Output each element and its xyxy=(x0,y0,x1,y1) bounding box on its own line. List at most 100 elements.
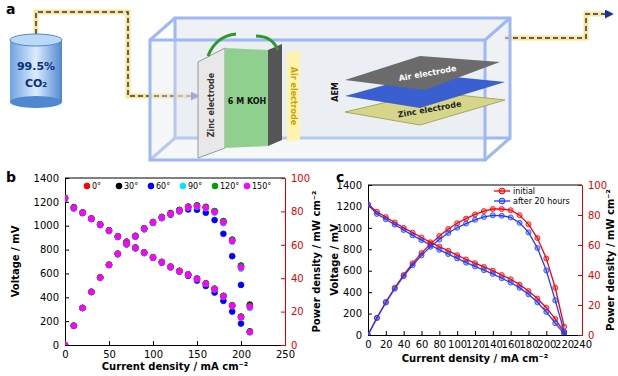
point xyxy=(97,221,103,227)
tick-mark xyxy=(153,341,154,345)
tick-mark xyxy=(65,321,69,322)
point xyxy=(150,254,156,260)
point xyxy=(97,222,103,228)
point xyxy=(168,264,174,270)
tick: 0 xyxy=(365,331,371,350)
point xyxy=(71,205,77,211)
tick: 1200 xyxy=(337,201,372,212)
chart: 0501001502002500200400600800100012001400… xyxy=(10,173,322,372)
point xyxy=(106,262,112,268)
point xyxy=(526,222,531,227)
point xyxy=(194,276,200,282)
point xyxy=(544,256,549,261)
legend-item: initial xyxy=(494,187,535,196)
point xyxy=(238,321,244,327)
point xyxy=(203,280,209,286)
point xyxy=(203,281,209,287)
tick-mark xyxy=(578,275,582,276)
point xyxy=(203,205,209,211)
legend-item: 150° xyxy=(244,182,271,191)
flow-line xyxy=(505,14,612,38)
point xyxy=(80,210,86,216)
tick: 800 xyxy=(40,244,69,255)
tick: 50 xyxy=(103,341,116,360)
point xyxy=(150,220,156,226)
point xyxy=(368,202,371,207)
tick-label: 220 xyxy=(555,339,574,350)
point xyxy=(194,276,200,282)
tick-mark xyxy=(546,331,547,335)
point xyxy=(481,209,486,214)
point xyxy=(71,206,77,212)
point xyxy=(194,203,200,209)
tick-label: 40 xyxy=(398,339,411,350)
point xyxy=(133,245,139,251)
tick-label: 100 xyxy=(291,173,310,184)
series-line xyxy=(368,209,564,335)
axis-line xyxy=(281,179,286,346)
point xyxy=(392,286,397,291)
point xyxy=(106,228,112,234)
point xyxy=(185,205,191,211)
tick-label: 0 xyxy=(53,340,59,351)
point xyxy=(106,228,112,234)
point xyxy=(80,209,86,215)
plot-area xyxy=(368,202,567,335)
point xyxy=(115,251,121,257)
point xyxy=(159,215,165,221)
point xyxy=(464,260,469,265)
point xyxy=(115,251,121,257)
point xyxy=(159,214,165,220)
diagram: 99.5%CO₂Zinc electrode6 M KOHAir electro… xyxy=(10,12,612,160)
point xyxy=(177,208,183,214)
point xyxy=(212,217,218,223)
box-edge xyxy=(485,138,510,160)
point xyxy=(383,300,388,305)
point xyxy=(80,305,86,311)
point xyxy=(89,215,95,221)
point xyxy=(89,289,95,295)
tick: 100 xyxy=(578,180,607,191)
point xyxy=(141,250,147,256)
plot-area xyxy=(65,195,253,345)
tick-mark xyxy=(281,178,285,179)
point xyxy=(80,210,86,216)
tick: 200 xyxy=(232,341,251,360)
point xyxy=(80,210,86,216)
tick: 40 xyxy=(281,273,304,284)
point xyxy=(212,210,218,216)
tick-mark xyxy=(65,226,69,227)
point xyxy=(150,255,156,261)
point xyxy=(229,253,235,259)
point xyxy=(159,215,165,221)
point xyxy=(229,303,235,309)
cell-label: Air electrode xyxy=(289,67,298,126)
point xyxy=(150,220,156,226)
cell-arc xyxy=(256,36,278,50)
legend-label: initial xyxy=(513,187,535,196)
tick: 40 xyxy=(398,331,411,350)
point xyxy=(89,216,95,222)
tick-label: 20 xyxy=(588,300,601,311)
point xyxy=(203,205,209,211)
tick: 120 xyxy=(466,331,485,350)
legend-marker xyxy=(84,183,90,189)
figure: abc99.5%CO₂Zinc electrode6 M KOHAir elec… xyxy=(0,0,618,376)
legend-label: after 20 hours xyxy=(513,197,570,206)
tick: 80 xyxy=(433,331,446,350)
point xyxy=(203,205,209,211)
tick-label: 800 xyxy=(40,244,59,255)
point xyxy=(65,195,68,201)
point xyxy=(481,214,486,219)
tick-label: 0 xyxy=(62,349,68,360)
point xyxy=(133,233,139,239)
point xyxy=(115,234,121,240)
legend-label: 90° xyxy=(188,182,202,191)
flow-glow xyxy=(505,14,612,38)
tick-mark xyxy=(65,345,69,346)
tick-label: 160 xyxy=(502,339,521,350)
tick-mark xyxy=(578,305,582,306)
tick-mark xyxy=(241,341,242,345)
point xyxy=(508,280,513,285)
tick-label: 400 xyxy=(343,287,362,298)
